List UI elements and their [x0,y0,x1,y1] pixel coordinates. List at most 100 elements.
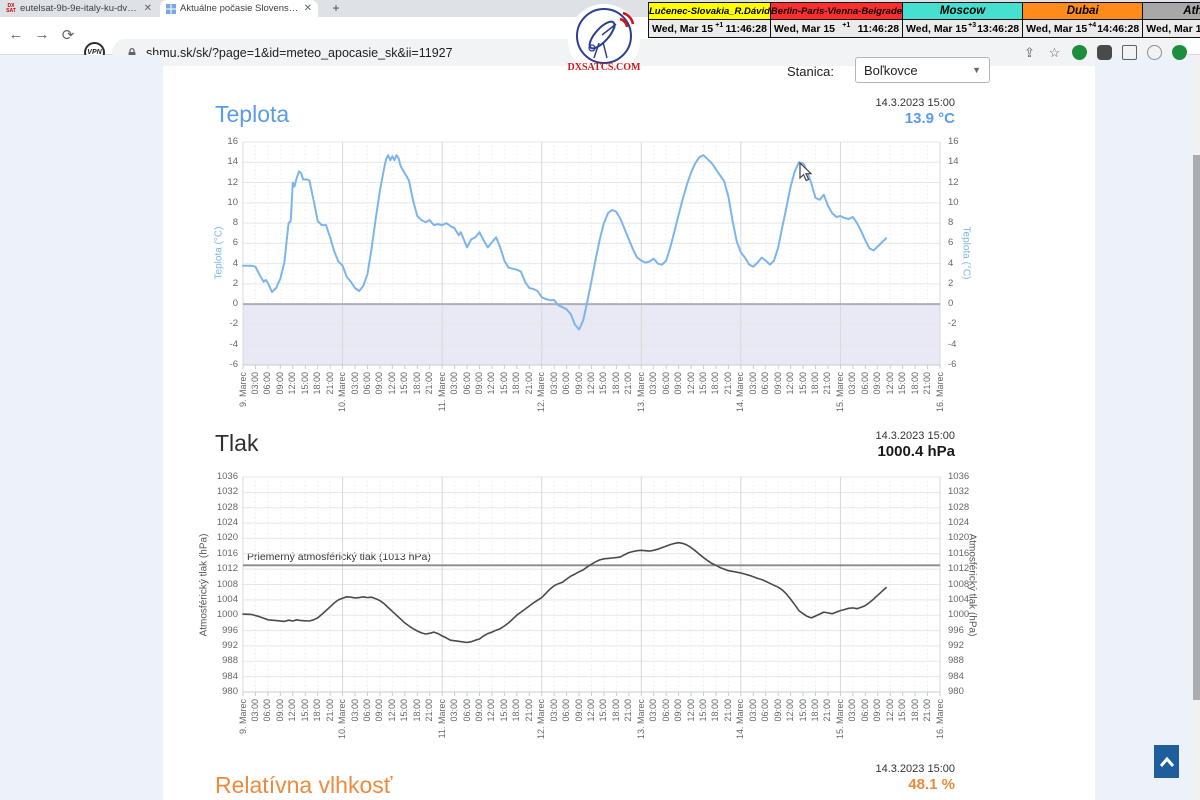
y-axis-label: 6 [232,237,238,249]
y-axis-label: 1008 [216,578,238,590]
extension-icon[interactable] [1147,45,1162,60]
x-axis-label: 21:00 [324,699,335,722]
temperature-title: Teplota [215,101,290,127]
adblock-icon[interactable] [1072,45,1087,60]
x-axis-label: 09:00 [673,699,684,722]
humidity-reading-date: 14.3.2023 15:00 [875,763,955,775]
y-axis-label: 8 [948,217,954,229]
x-axis-label: 12:00 [685,699,696,722]
x-axis-label: 03:00 [847,699,858,722]
y-axis-label: -2 [948,318,957,330]
x-axis-label: 06:00 [859,699,870,722]
y-axis-label: 1000 [216,609,238,621]
y-axis-label: 10 [227,196,238,208]
station-label: Stanica: [787,64,834,79]
y-axis-label: 0 [232,298,238,310]
page-margin-right [1095,55,1193,800]
y-axis-label: 1004 [216,593,238,605]
x-axis-label: 11. Marec [436,699,447,739]
x-axis-label: 14. Marec [735,699,746,740]
y-axis-label: 6 [948,237,954,249]
x-axis-label: 18:00 [610,699,621,722]
clock-date: Wed, Mar 15 [773,22,835,35]
station-select[interactable]: Boľkovce ▼ [855,57,990,83]
bookmark-star-icon[interactable]: ☆ [1048,45,1061,60]
mouse-cursor [799,161,813,188]
clock-cell: Moscow Wed, Mar 15 +3 13:46:28 [903,2,1024,38]
scrollbar-track[interactable] [1193,55,1200,800]
new-tab-button[interactable]: + [332,1,340,15]
x-axis-label: 9. Marec [237,699,248,735]
y-axis-label: 4 [948,257,954,269]
tab-close-icon[interactable]: ✕ [143,3,152,14]
share-icon[interactable]: ⇪ [1024,45,1035,60]
y-axis-label: 0 [948,298,954,310]
clock-time-row: Wed, Mar 15 +1 11:46:28 [649,20,770,37]
privacy-shield-icon[interactable] [1172,45,1187,60]
x-axis-label: 18:00 [411,699,422,722]
clock-city-label: Athens [1143,3,1200,20]
x-axis-label: 12. Marec [536,699,547,740]
x-axis-label: 12:00 [386,699,397,722]
clock-cell: AthensWed, Mar 15+212:46:28 [1143,2,1200,38]
reload-button[interactable]: ⟳ [61,27,75,44]
y-axis-label: 2 [232,277,238,289]
clock-date: Wed, Mar 15 [906,22,968,35]
scrollbar-thumb[interactable] [1193,155,1200,700]
dxsatcs-logo: DXSATCS.COM [566,3,642,81]
x-axis-label: 12:00 [785,699,796,722]
humidity-reading-value: 48.1 % [908,776,955,793]
clock-date: Wed, Mar 15 [1146,22,1200,35]
back-button[interactable]: ← [8,26,24,43]
forward-button[interactable]: → [34,26,50,43]
y-axis-label: 4 [232,257,238,269]
x-axis-label: 21:00 [424,699,435,722]
x-axis-label: 12:00 [586,699,596,722]
clock-city-label: Dubai [1023,3,1143,20]
tab-close-icon[interactable]: ✕ [303,3,312,14]
clock-utc-offset: +4 [1088,22,1097,29]
x-axis-label: 06:00 [262,699,273,722]
menu-dots-icon[interactable]: ⋮ [1197,45,1200,60]
y-axis-label: 1028 [216,501,238,513]
y-axis-label: 1016 [948,547,970,559]
x-axis-label: 16. Marec [934,699,945,740]
x-axis-label: 15. Marec [834,699,845,740]
browser-tab[interactable]: Aktuálne počasie Slovensko - tabuľ✕ [160,0,318,17]
y-axis-label: 10 [948,196,959,208]
y-axis-label: 1004 [948,593,970,605]
humidity-title: Relatívna vlhkosť [215,772,393,798]
pressure-reading-value: 1000.4 hPa [877,443,955,460]
scroll-to-top-button[interactable] [1154,745,1179,778]
pressure-title: Tlak [215,430,259,456]
clock-time-row: Wed, Mar 15+212:46:28 [1143,20,1200,37]
y-axis-label: 12 [948,176,959,188]
y-axis-label: -6 [229,359,238,370]
x-axis-label: 03:00 [648,699,659,722]
clock-time-row: Wed, Mar 15 +4 14:46:28 [1023,20,1143,37]
y-axis-label: 1012 [216,563,238,575]
y-axis-label: 1024 [948,517,970,529]
clock-time: 13:46:28 [977,22,1020,35]
x-axis-label: 06:00 [561,699,572,722]
y-axis-label: 1020 [948,532,970,544]
shmu-favicon [166,3,176,14]
clock-city-label: Lučenec-Slovakia_R.Dávid [649,3,770,20]
x-axis-label: 21:00 [722,699,733,722]
y-axis-label: 984 [948,670,964,682]
clock-time: 14:46:28 [1097,22,1140,35]
pressure-series-line [242,541,887,644]
y-axis-label: 2 [948,277,954,289]
x-axis-label: 09:00 [573,699,584,722]
x-axis-label: 03:00 [349,699,360,722]
y-axis-label: 1020 [216,532,238,544]
extension-icon[interactable] [1097,45,1112,60]
x-axis-label: 15:00 [897,699,908,722]
y-axis-label: 1000 [948,609,970,621]
y-axis-label: 12 [227,176,238,188]
address-bar[interactable]: shmu.sk/sk/?page=1&id=meteo_apocasie_sk&… [112,39,1188,66]
clock-utc-offset: +1 [842,22,851,29]
extension-icon[interactable] [1122,45,1137,60]
